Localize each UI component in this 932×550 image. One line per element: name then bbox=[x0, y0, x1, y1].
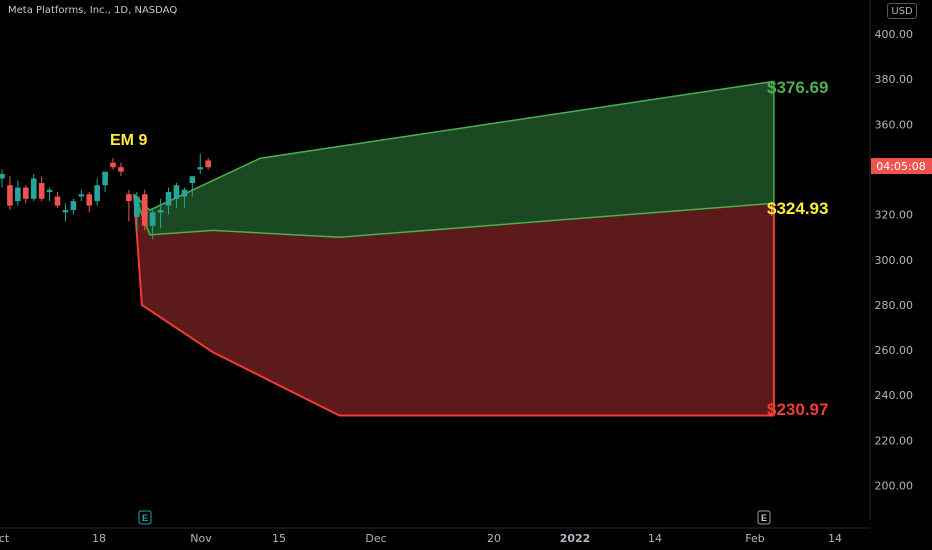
expected-move-labels: EM 9 $376.69 $324.93 $230.97 bbox=[110, 78, 828, 419]
price-tick-label: 260.00 bbox=[875, 344, 914, 357]
time-tick-label: 2022 bbox=[560, 532, 591, 545]
candle bbox=[189, 176, 196, 197]
candle-body bbox=[197, 167, 204, 170]
candle bbox=[22, 185, 29, 204]
lower-range-zone bbox=[134, 194, 774, 416]
candle bbox=[78, 189, 85, 202]
candle-body bbox=[102, 171, 108, 186]
earnings-marker-label: E bbox=[142, 513, 148, 523]
earnings-marker[interactable]: E bbox=[757, 510, 771, 525]
candle-body bbox=[173, 185, 180, 199]
mid-value-label: $324.93 bbox=[767, 199, 828, 218]
candle bbox=[94, 178, 100, 206]
price-tick-label: 200.00 bbox=[875, 480, 914, 493]
time-tick-label: 18 bbox=[92, 532, 106, 545]
earnings-marker-box bbox=[138, 510, 152, 525]
candle-body bbox=[38, 182, 45, 199]
candle-body bbox=[15, 187, 21, 202]
currency-button[interactable]: USD bbox=[887, 3, 917, 19]
candle-body bbox=[22, 187, 29, 199]
candle-body bbox=[141, 194, 148, 226]
price-tick-label: 220.00 bbox=[875, 434, 914, 447]
time-tick-label: Feb bbox=[745, 532, 764, 545]
candle-body bbox=[70, 201, 77, 211]
candle-body bbox=[94, 185, 100, 202]
time-tick-label: 14 bbox=[828, 532, 842, 545]
price-tick-label: 240.00 bbox=[875, 389, 914, 402]
time-tick-label: Nov bbox=[190, 532, 212, 545]
candle-body bbox=[7, 185, 13, 206]
candle-body bbox=[157, 210, 164, 213]
candle bbox=[197, 153, 204, 174]
upper-bound-line bbox=[133, 80, 775, 212]
candle-body bbox=[46, 189, 53, 193]
upper-value-label: $376.69 bbox=[767, 78, 828, 97]
lower-bound-line bbox=[133, 194, 774, 417]
candle bbox=[126, 189, 132, 222]
candle bbox=[205, 158, 211, 170]
candle-body bbox=[181, 189, 188, 197]
price-tick-label: 360.00 bbox=[875, 118, 914, 131]
current-price-tag bbox=[871, 158, 932, 175]
time-tick-label: Dec bbox=[365, 532, 386, 545]
candle bbox=[157, 198, 164, 229]
candle-body bbox=[118, 167, 124, 172]
earnings-marker-box bbox=[757, 510, 771, 525]
candle bbox=[54, 192, 61, 208]
candle bbox=[30, 173, 37, 202]
candlestick-series bbox=[0, 153, 211, 240]
price-tick-label: 380.00 bbox=[875, 73, 914, 86]
candle bbox=[165, 187, 172, 215]
candle-body bbox=[0, 173, 5, 179]
candle bbox=[38, 176, 45, 202]
current-price-tag-text: 04:05:08 bbox=[876, 160, 925, 173]
candle bbox=[110, 158, 116, 170]
candle-body bbox=[86, 194, 93, 206]
em-label: EM 9 bbox=[110, 132, 147, 149]
candle-body bbox=[126, 194, 132, 202]
candle-body bbox=[189, 176, 196, 183]
candle-body bbox=[110, 162, 116, 168]
time-tick-label: 15 bbox=[272, 532, 286, 545]
time-axis[interactable]: ct 18 Nov 15 Dec 20 2022 14 Feb 14 bbox=[0, 527, 870, 545]
time-tick-label: 14 bbox=[648, 532, 662, 545]
candle-body bbox=[134, 196, 140, 217]
price-axis[interactable]: 400.00380.00360.00340.00320.00300.00280.… bbox=[869, 0, 932, 520]
candle bbox=[141, 189, 148, 231]
price-tick-label: 300.00 bbox=[875, 254, 914, 267]
candle bbox=[15, 180, 21, 206]
candle-body bbox=[165, 192, 172, 206]
upper-range-zone bbox=[134, 81, 774, 238]
time-tick-label: 20 bbox=[487, 532, 501, 545]
candle bbox=[102, 171, 108, 193]
candle-body bbox=[30, 178, 37, 199]
time-tick-label: ct bbox=[0, 532, 10, 545]
earnings-marker[interactable]: E bbox=[138, 510, 152, 525]
earnings-marker-label: E bbox=[761, 513, 767, 523]
price-tick-label: 400.00 bbox=[875, 28, 914, 41]
candle bbox=[70, 198, 77, 215]
symbol-info: Meta Platforms, Inc., 1D, NASDAQ bbox=[8, 5, 178, 16]
candle bbox=[62, 203, 69, 222]
expected-move-overlay bbox=[133, 80, 775, 417]
candle-body bbox=[149, 212, 156, 226]
price-tick-label: 280.00 bbox=[875, 299, 914, 312]
candle-body bbox=[205, 160, 211, 168]
candle bbox=[173, 182, 180, 208]
candle bbox=[0, 169, 5, 188]
lower-value-label: $230.97 bbox=[767, 400, 828, 419]
candle bbox=[46, 187, 53, 202]
candle-body bbox=[62, 210, 69, 213]
candle-body bbox=[78, 194, 85, 197]
candle bbox=[118, 162, 124, 177]
candle bbox=[149, 210, 156, 240]
candle bbox=[86, 192, 93, 213]
candle-body bbox=[54, 196, 61, 206]
candle bbox=[134, 192, 140, 231]
candle bbox=[181, 187, 188, 208]
price-tick-label: 320.00 bbox=[875, 209, 914, 222]
candle bbox=[7, 176, 13, 211]
